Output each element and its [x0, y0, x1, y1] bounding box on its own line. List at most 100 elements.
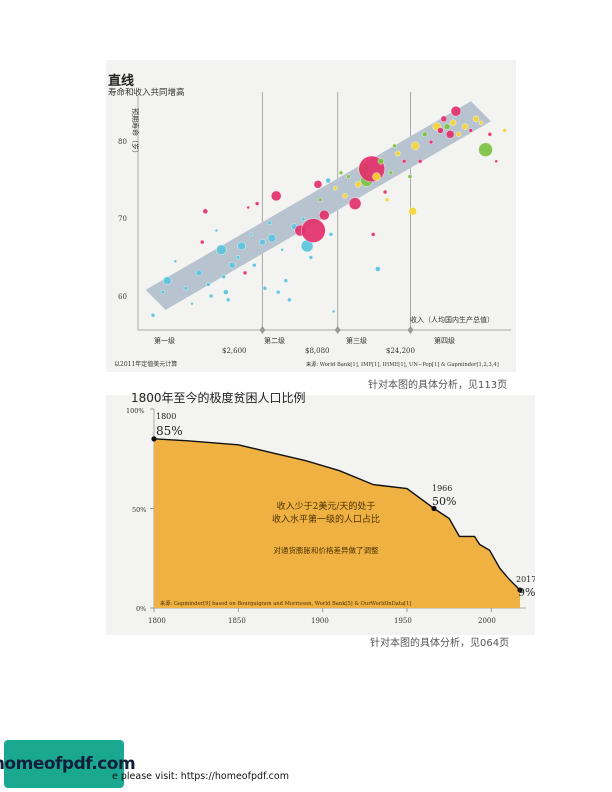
data-point-40	[317, 197, 323, 202]
footer-note[interactable]: e please visit: https://homeofpdf.com	[112, 771, 289, 782]
data-point-57	[375, 266, 381, 272]
site-logo: homeofpdf.com	[0, 740, 136, 788]
marked-point-2	[517, 587, 523, 593]
ytick-60: 60	[118, 293, 127, 301]
data-point-29	[276, 289, 281, 295]
chart1-ylabel: 预期寿命（岁）	[131, 108, 140, 157]
ytick-80: 80	[118, 138, 127, 146]
data-point-74	[443, 123, 451, 130]
data-point-39	[313, 180, 323, 189]
data-point-18	[237, 241, 246, 251]
data-point-65	[407, 174, 413, 179]
data-point-81	[472, 115, 480, 123]
ytick-50: 50%	[132, 506, 146, 514]
label-1800-value: 85%	[156, 424, 183, 438]
data-point-44	[331, 309, 336, 314]
label-1966-value: 50%	[432, 495, 456, 508]
level-label-1: 第一级	[154, 336, 175, 345]
data-point-64	[401, 159, 407, 164]
poverty-area	[154, 438, 520, 608]
data-point-46	[338, 170, 344, 176]
data-point-10	[208, 293, 214, 299]
data-point-26	[267, 220, 272, 226]
data-point-68	[417, 159, 423, 164]
data-point-61	[388, 170, 394, 176]
center-text-2: 收入水平第一级的人口占比	[272, 513, 380, 525]
chart1-title: 直线	[108, 74, 135, 89]
data-point-62	[392, 143, 397, 149]
data-point-17	[235, 255, 241, 260]
data-point-35	[300, 216, 306, 222]
chart1-subtitle: 寿命和收入共同增高	[108, 88, 185, 98]
data-point-43	[328, 232, 334, 237]
data-point-5	[190, 301, 194, 306]
chart1-source: 来源: World Bank[1], IMF[1], IHME[1], UN−P…	[306, 360, 499, 368]
data-point-50	[354, 181, 362, 188]
chart2-svg: 100% 50% 0% 1800 1850 1900 1950 2000 180…	[126, 407, 535, 625]
data-point-45	[333, 185, 338, 191]
data-point-76	[449, 119, 457, 126]
chart2-source: 来源: Gapminder[9] based on Bourguignon an…	[160, 599, 411, 607]
data-point-79	[461, 123, 469, 130]
data-point-37	[301, 218, 326, 243]
data-point-73	[440, 115, 448, 123]
data-point-0	[150, 313, 156, 318]
threshold-marker-0	[259, 326, 266, 334]
data-point-21	[249, 232, 254, 237]
chart1-caption: 针对本图的具体分析，见113页	[368, 380, 508, 391]
data-point-75	[445, 130, 455, 139]
data-point-16	[229, 261, 236, 269]
level-label-3: 第三级	[346, 336, 367, 345]
chart2-title: 1800年至今的极度贫困人口比例	[131, 391, 306, 405]
data-point-2	[160, 289, 166, 295]
data-point-22	[252, 262, 257, 268]
data-point-6	[195, 269, 203, 277]
label-1966-year: 1966	[432, 484, 452, 493]
marked-point-1	[431, 505, 437, 512]
data-point-70	[428, 139, 434, 145]
xtick-1900: 1900	[311, 617, 329, 625]
ytick-0: 0%	[136, 605, 146, 613]
xtick-1800: 1800	[148, 617, 166, 625]
data-point-84	[487, 132, 493, 137]
data-point-83	[478, 142, 493, 157]
data-point-12	[216, 244, 227, 256]
level-label-2: 第二级	[264, 336, 285, 345]
data-point-80	[468, 128, 473, 133]
data-point-55	[372, 172, 381, 181]
chart1-xlabel: 收入（人均国内生产总值）	[410, 315, 494, 324]
data-point-59	[382, 189, 388, 195]
data-point-9	[206, 282, 211, 287]
data-point-15	[225, 297, 231, 303]
data-point-63	[395, 150, 401, 157]
chart2-caption: 针对本图的具体分析，见064页	[370, 638, 510, 649]
data-point-19	[242, 270, 248, 276]
threshold-24200: $24,200	[386, 347, 415, 355]
xtick-2000: 2000	[478, 617, 496, 625]
data-point-24	[259, 238, 266, 246]
data-point-20	[246, 205, 250, 210]
data-point-32	[287, 297, 292, 303]
data-point-7	[200, 239, 205, 245]
trend-band	[145, 101, 491, 310]
center-text-1: 收入少于2美元/天的处于	[277, 500, 376, 512]
data-point-67	[411, 141, 420, 151]
data-point-11	[214, 228, 219, 233]
data-point-30	[280, 248, 284, 252]
xtick-1850: 1850	[228, 617, 246, 625]
chart1-svg: 预期寿命（岁） 80 70 60 收入（人均国内生产总值） 第一级 第二级 第三…	[114, 92, 511, 368]
data-point-69	[422, 131, 428, 138]
data-point-48	[346, 174, 351, 179]
data-point-85	[494, 159, 498, 163]
data-point-13	[221, 274, 226, 279]
data-point-78	[455, 131, 462, 138]
data-point-60	[384, 197, 390, 202]
data-point-41	[319, 209, 330, 221]
center-text-3: 对通货膨胀和价格差异做了调整	[274, 545, 379, 555]
data-point-23	[254, 201, 260, 206]
data-point-27	[267, 234, 277, 243]
data-point-77	[450, 106, 462, 117]
data-point-56	[377, 158, 385, 165]
threshold-marker-2	[407, 326, 414, 334]
threshold-marker-1	[334, 326, 341, 334]
